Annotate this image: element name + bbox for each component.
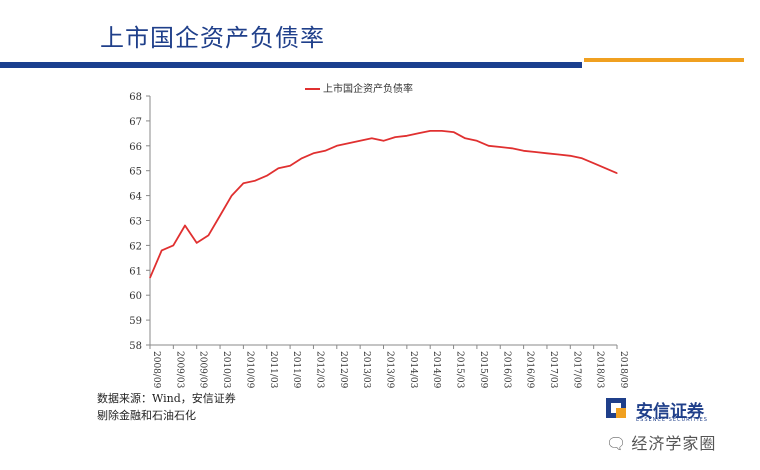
- data-point: [277, 167, 280, 169]
- x-tick-label: 2017/03: [548, 351, 558, 389]
- data-point: [464, 137, 466, 139]
- chart-legend: 上市国企资产负债率: [305, 82, 413, 95]
- data-point: [487, 145, 490, 147]
- x-tick-label: 2016/03: [501, 351, 511, 389]
- data-point: [149, 277, 151, 279]
- essence-logo-mark: [606, 398, 626, 418]
- data-point: [394, 136, 396, 138]
- watermark-text: 经济学家圈: [631, 434, 717, 453]
- data-point: [207, 234, 209, 237]
- x-tick-label: 2010/03: [221, 351, 231, 389]
- data-point: [452, 131, 455, 133]
- data-point: [534, 151, 536, 153]
- data-point: [359, 140, 361, 142]
- data-point: [336, 145, 338, 147]
- data-point: [382, 140, 385, 142]
- source-line: 数据来源：Wind，安信证券: [97, 392, 236, 405]
- essence-logo: 安信证券 ESSENCE SECURITIES: [604, 394, 734, 424]
- data-point: [324, 150, 326, 152]
- x-tick-label: 2008/09: [151, 351, 161, 389]
- y-tick-label: 59: [129, 316, 142, 327]
- x-tick-label: 2009/03: [174, 351, 184, 389]
- data-point: [196, 242, 198, 244]
- x-tick-label: 2015/03: [455, 351, 465, 389]
- data-point: [289, 165, 291, 167]
- x-tick-label: 2018/03: [595, 351, 605, 389]
- data-point: [581, 157, 583, 159]
- x-tick-label: 2012/03: [314, 351, 324, 389]
- data-point: [604, 167, 606, 169]
- x-tick-label: 2011/03: [268, 351, 278, 389]
- logo-subtext: ESSENCE SECURITIES: [636, 417, 708, 423]
- exclusion-note: 剔除金融和石油石化: [97, 409, 196, 422]
- x-tick-label: 2014/03: [408, 351, 418, 389]
- source-note: 数据来源：Wind，安信证券 剔除金融和石油石化: [97, 390, 236, 424]
- x-tick-label: 2009/09: [198, 351, 208, 389]
- y-tick-label: 60: [129, 291, 142, 302]
- data-point: [558, 153, 560, 156]
- y-tick-label: 64: [129, 192, 142, 203]
- data-point: [312, 152, 315, 154]
- data-point: [499, 146, 501, 148]
- y-tick-label: 65: [129, 167, 142, 178]
- y-tick-label: 63: [129, 217, 142, 228]
- y-tick-label: 66: [129, 142, 142, 153]
- data-point: [417, 132, 420, 134]
- x-tick-label: 2013/03: [361, 351, 371, 389]
- data-point: [172, 244, 174, 246]
- plot-area: [149, 129, 618, 279]
- data-point: [266, 175, 268, 177]
- x-tick-label: 2015/09: [478, 351, 488, 389]
- y-tick-label: 61: [129, 266, 142, 277]
- x-tick-label: 2010/09: [244, 351, 254, 389]
- data-point: [616, 172, 618, 174]
- data-point: [161, 249, 163, 251]
- header-divider-blue: [0, 62, 582, 68]
- data-point: [511, 147, 513, 149]
- watermark: 🗨 经济学家圈: [606, 430, 716, 454]
- data-point: [301, 157, 303, 159]
- y-tick-label: 68: [129, 92, 142, 103]
- data-point: [242, 182, 244, 184]
- x-tick-label: 2014/09: [431, 351, 441, 389]
- x-tick-label: 2013/09: [385, 351, 395, 389]
- legend-label: 上市国企资产负债率: [323, 82, 413, 95]
- data-point: [254, 180, 256, 182]
- data-point: [184, 224, 186, 227]
- x-tick-label: 2018/09: [618, 351, 628, 389]
- data-point: [406, 135, 408, 137]
- logo-text: 安信证券: [636, 402, 704, 422]
- data-point: [429, 130, 431, 132]
- x-axis: 2008/09 2009/03 2009/09 2010/03 2010/09 2011/…: [149, 344, 628, 389]
- x-tick-label: 2012/09: [338, 351, 348, 389]
- header-divider-orange: [584, 58, 744, 62]
- y-tick-label: 62: [129, 241, 142, 252]
- page-title: 上市国企资产负债率: [100, 24, 325, 52]
- x-tick-label: 2011/09: [291, 351, 301, 389]
- data-point: [523, 150, 525, 152]
- data-point: [371, 137, 373, 139]
- x-tick-label: 2016/09: [525, 351, 535, 389]
- y-tick-label: 58: [129, 341, 142, 352]
- y-tick-label: 67: [129, 117, 142, 128]
- data-point: [347, 142, 350, 144]
- x-tick-label: 2017/09: [571, 351, 581, 389]
- data-point: [476, 140, 478, 142]
- data-point: [219, 214, 221, 217]
- data-point: [569, 155, 571, 157]
- data-point: [441, 130, 443, 132]
- wechat-icon: 🗨: [606, 434, 628, 453]
- data-point: [593, 162, 595, 164]
- data-point: [546, 152, 548, 154]
- y-axis: 58 59 60 61 62 63 64 65 66 67 68: [129, 92, 151, 352]
- data-point: [231, 195, 233, 197]
